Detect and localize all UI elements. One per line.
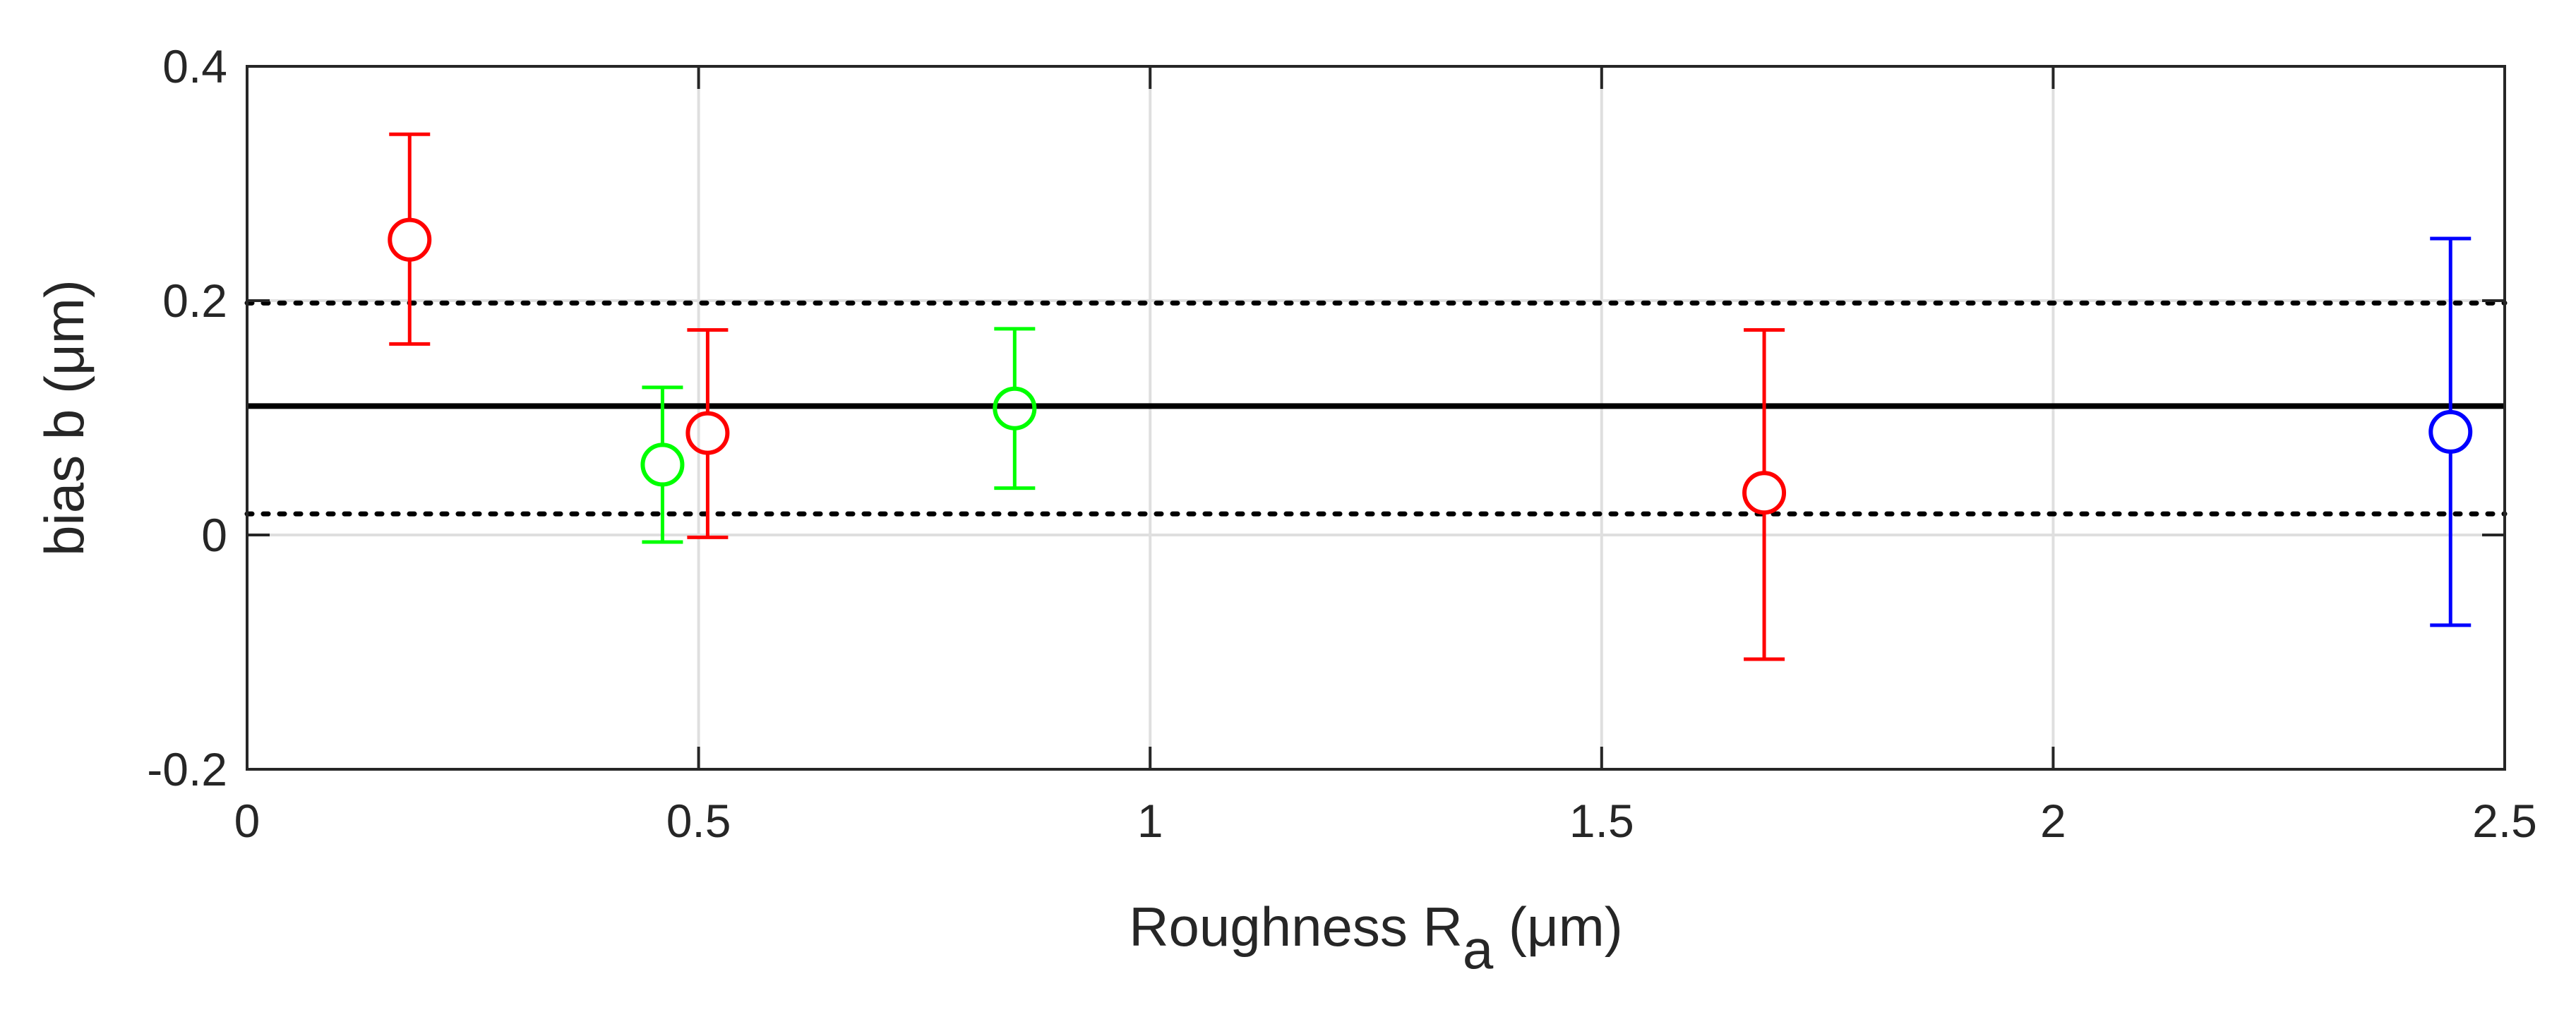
data-point-marker (2428, 409, 2473, 454)
x-tick-label: 2.5 (2472, 795, 2537, 847)
data-point-marker (1742, 471, 1787, 515)
data-point-group (2428, 236, 2473, 627)
reference-lines (244, 300, 2508, 517)
data-point-marker (993, 386, 1037, 431)
x-tick-label: 1.5 (1569, 795, 1634, 847)
x-tick-label: 0 (234, 795, 260, 847)
y-tick-label: 0 (201, 509, 227, 561)
data-point-marker (685, 411, 730, 455)
axes-box (246, 65, 2506, 771)
x-tick-label: 0.5 (666, 795, 731, 847)
data-point-group (388, 132, 432, 346)
data-point-group (1742, 328, 1787, 661)
y-tick-labels: -0.2 0 0.2 0.4 (147, 40, 227, 795)
tick-marks (246, 65, 2506, 771)
x-tick-labels: 0 0.5 1 1.5 2 2.5 (234, 795, 2537, 847)
data-point-group (993, 327, 1037, 491)
data-point-marker (640, 443, 685, 487)
data-point-marker (388, 217, 432, 262)
data-point-group (640, 385, 685, 544)
y-tick-label: 0.4 (162, 40, 227, 92)
x-axis-title-unit: (μm) (1493, 896, 1623, 958)
x-tick-label: 1 (1137, 795, 1163, 847)
x-axis-title-subscript: a (1463, 918, 1494, 980)
data-series (388, 132, 2473, 661)
y-tick-label: -0.2 (147, 743, 227, 795)
y-tick-label: 0.2 (162, 275, 227, 327)
x-tick-label: 2 (2040, 795, 2066, 847)
data-point-group (685, 328, 730, 539)
grid (247, 66, 2505, 769)
x-axis-title: Roughness Ra (μm) (1129, 896, 1623, 980)
x-axis-title-main: Roughness R (1129, 896, 1463, 958)
y-axis-title: bias b (μm) (33, 279, 95, 556)
